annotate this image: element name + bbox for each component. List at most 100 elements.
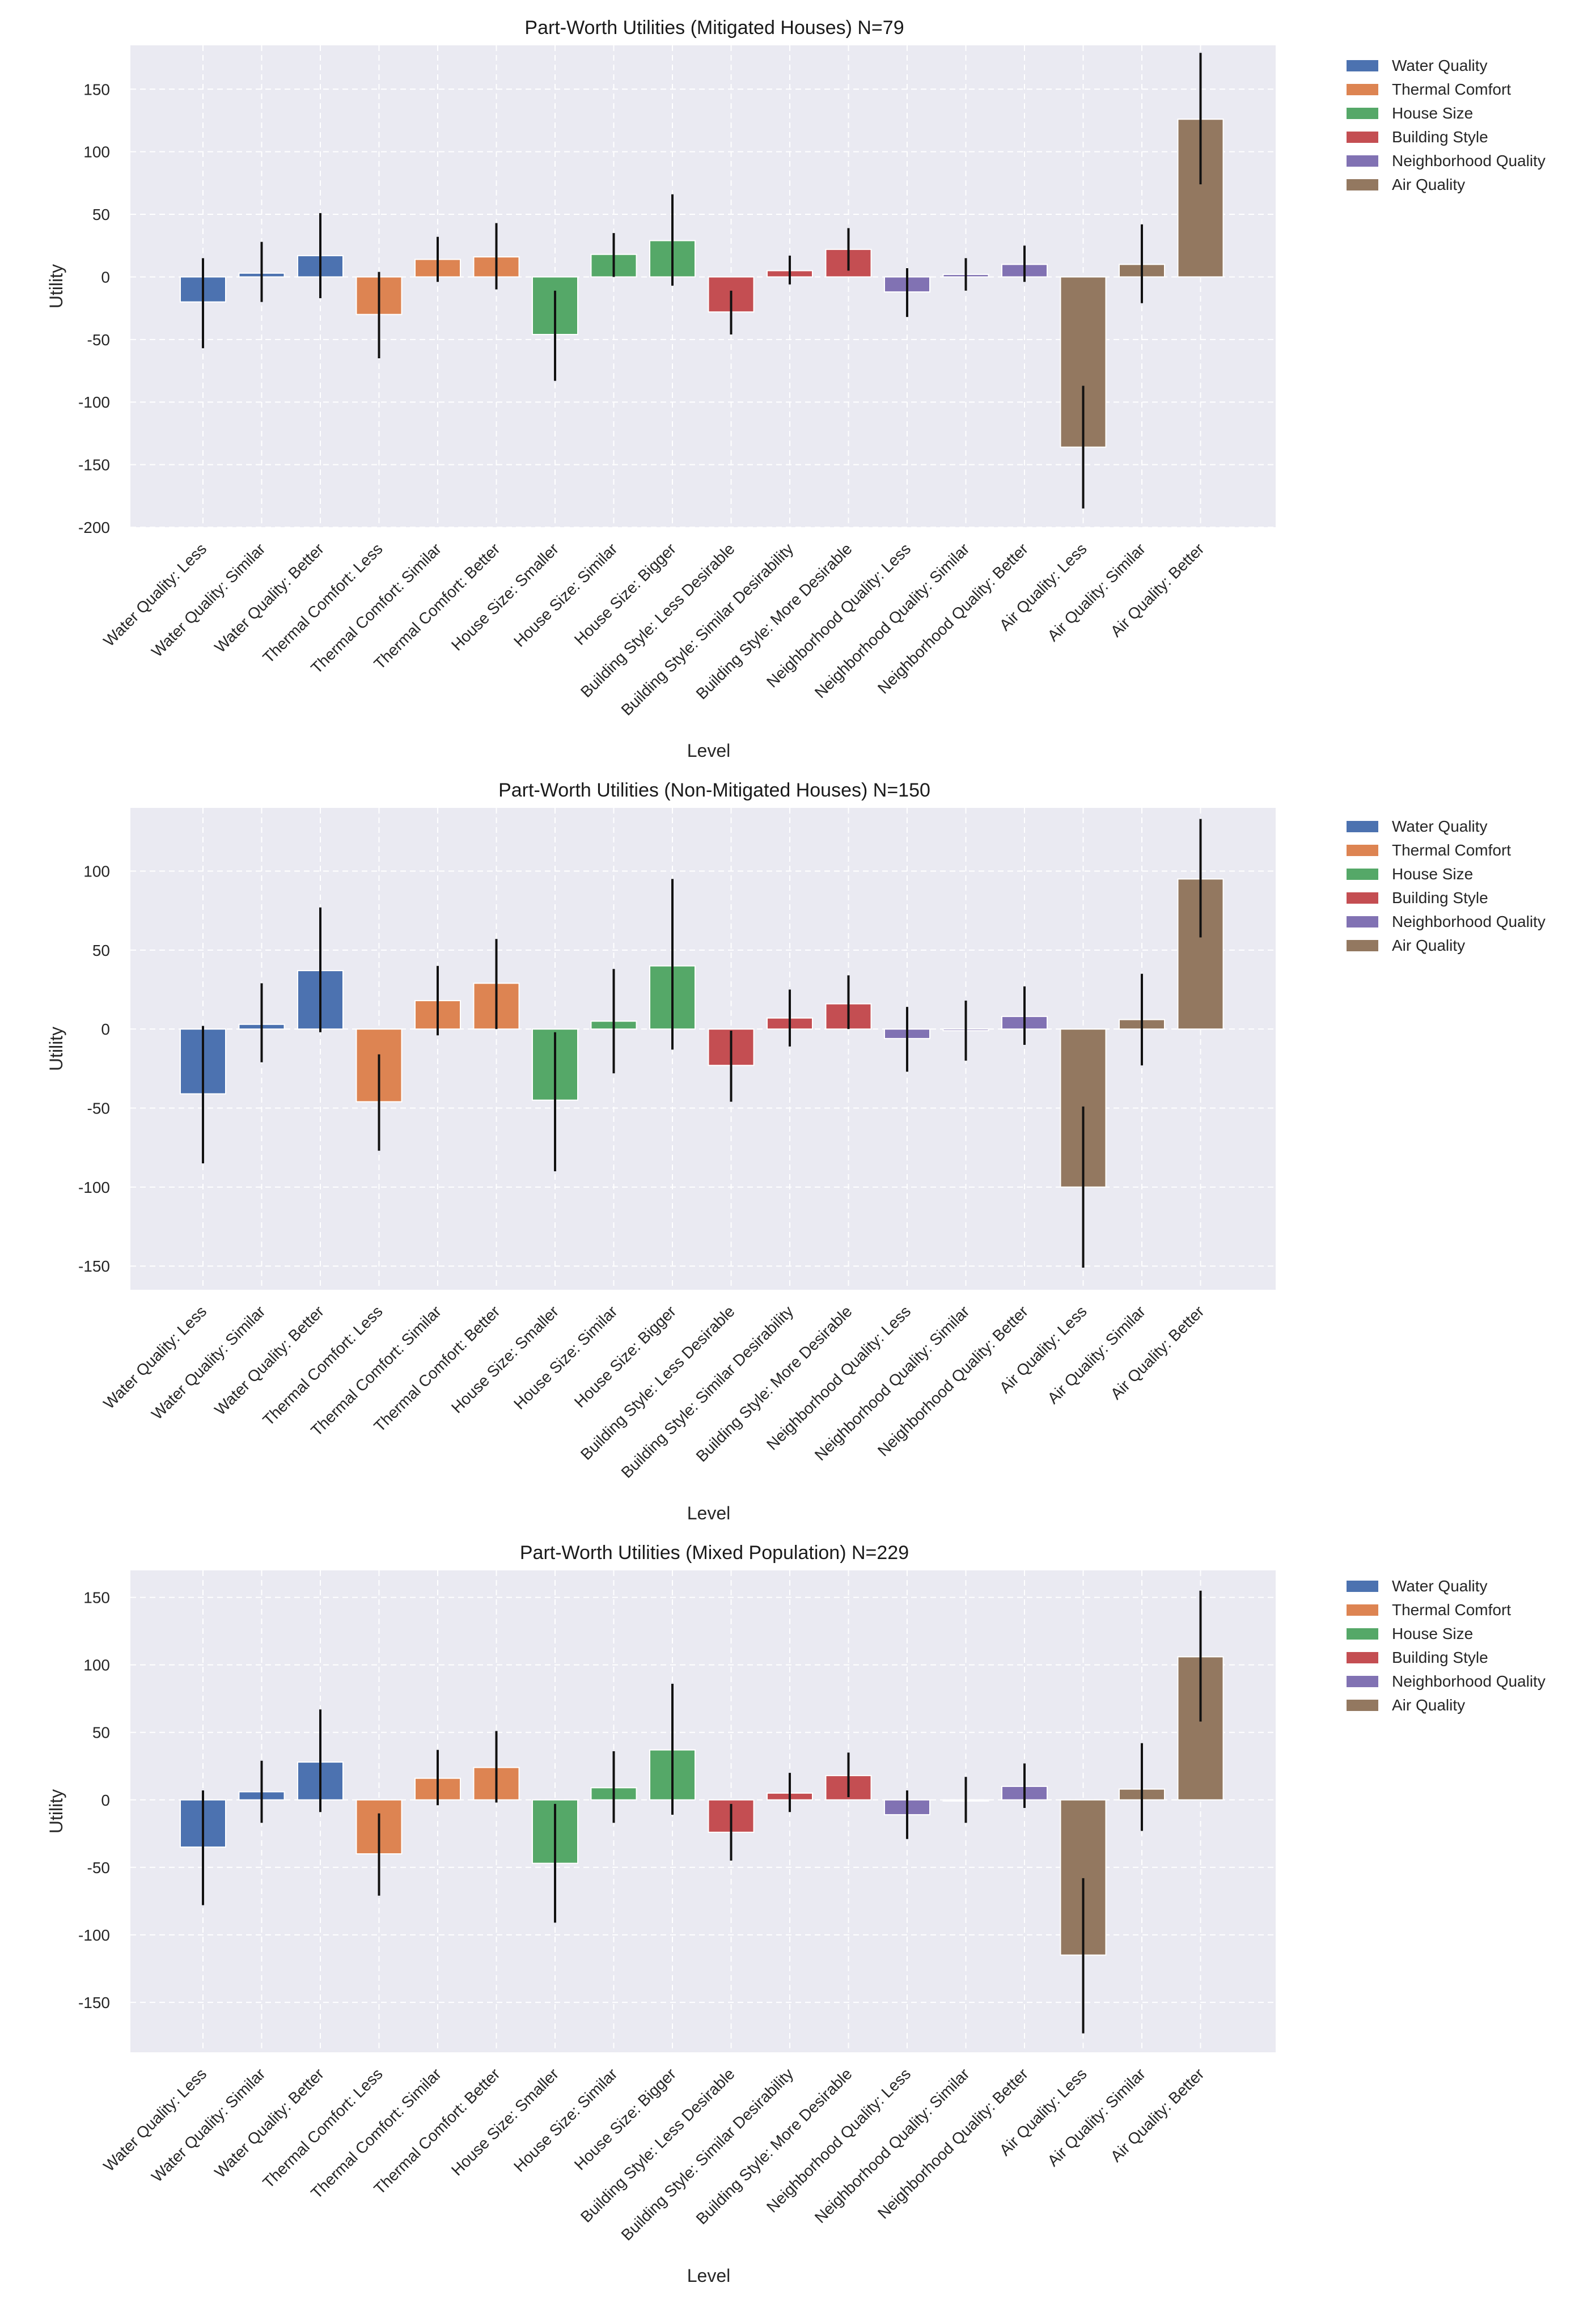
x-axis-label: Level bbox=[687, 740, 731, 761]
y-tick-label: -100 bbox=[78, 1179, 110, 1196]
legend-swatch bbox=[1347, 940, 1378, 951]
chart-title: Part-Worth Utilities (Mixed Population) … bbox=[520, 1542, 909, 1564]
x-tick-label: Water Quality: Less bbox=[100, 2065, 210, 2175]
legend-swatch bbox=[1347, 108, 1378, 119]
legend-swatch bbox=[1347, 155, 1378, 167]
legend-swatch bbox=[1347, 869, 1378, 880]
legend-label: Water Quality bbox=[1392, 818, 1488, 835]
y-tick-label: 50 bbox=[92, 206, 110, 223]
x-tick-label: Water Quality: Better bbox=[211, 540, 327, 656]
x-tick-label: Water Quality: Less bbox=[100, 540, 210, 650]
x-tick-label: Air Quality: Similar bbox=[1044, 540, 1149, 645]
y-tick-label: -150 bbox=[78, 1257, 110, 1275]
y-axis-label: Utility bbox=[46, 264, 66, 308]
legend-label: Neighborhood Quality bbox=[1392, 152, 1546, 170]
legend-swatch bbox=[1347, 1604, 1378, 1616]
y-tick-label: 0 bbox=[101, 1791, 110, 1809]
x-tick-label: Thermal Comfort: Less bbox=[259, 1302, 386, 1429]
y-tick-label: -50 bbox=[87, 331, 110, 349]
chart-title: Part-Worth Utilities (Non-Mitigated Hous… bbox=[498, 780, 930, 801]
x-tick-label: Water Quality: Similar bbox=[148, 540, 269, 660]
legend-label: Thermal Comfort bbox=[1392, 841, 1511, 859]
y-tick-label: -50 bbox=[87, 1100, 110, 1117]
legend-swatch bbox=[1347, 1700, 1378, 1711]
legend-swatch bbox=[1347, 179, 1378, 190]
legend-label: House Size bbox=[1392, 104, 1473, 122]
y-tick-label: 50 bbox=[92, 942, 110, 959]
x-tick-label: Water Quality: Better bbox=[211, 1302, 327, 1418]
legend-swatch bbox=[1347, 1652, 1378, 1663]
legend-swatch bbox=[1347, 1581, 1378, 1592]
legend-swatch bbox=[1347, 845, 1378, 856]
legend-swatch bbox=[1347, 916, 1378, 927]
legend-swatch bbox=[1347, 132, 1378, 143]
y-tick-label: -150 bbox=[78, 456, 110, 474]
y-tick-label: 100 bbox=[83, 862, 110, 880]
legend: Water Quality Thermal Comfort House Size Bu… bbox=[1347, 57, 1546, 193]
chart-panel-1: -200 -150 -100 -50 0 50 100 150 Water Quality: L… bbox=[46, 10, 1546, 761]
legend-label: Building Style bbox=[1392, 128, 1488, 146]
y-tick-label: 0 bbox=[101, 1020, 110, 1038]
chart-title: Part-Worth Utilities (Mitigated Houses) … bbox=[524, 17, 904, 39]
legend-label: Thermal Comfort bbox=[1392, 81, 1511, 98]
legend-swatch bbox=[1347, 1676, 1378, 1687]
y-tick-label: -50 bbox=[87, 1859, 110, 1877]
y-tick-label: 100 bbox=[83, 1657, 110, 1674]
y-tick-label: -200 bbox=[78, 519, 110, 536]
legend-swatch bbox=[1347, 821, 1378, 832]
x-tick-label: Water Quality: Better bbox=[211, 2065, 327, 2181]
x-tick-label: House Size: Smaller bbox=[448, 540, 562, 654]
legend-label: Air Quality bbox=[1392, 176, 1465, 193]
chart-title-box bbox=[465, 10, 964, 45]
x-tick-label: Thermal Comfort: Less bbox=[259, 540, 386, 666]
legend-label: House Size bbox=[1392, 1625, 1473, 1642]
legend-label: Air Quality bbox=[1392, 937, 1465, 954]
y-tick-label: -100 bbox=[78, 1926, 110, 1944]
legend-label: Building Style bbox=[1392, 1649, 1488, 1666]
legend-label: Air Quality bbox=[1392, 1696, 1465, 1714]
x-axis-label: Level bbox=[687, 1503, 731, 1523]
x-tick-label: House Size: Similar bbox=[510, 2065, 621, 2175]
x-tick-label: Air Quality: Similar bbox=[1044, 1302, 1149, 1407]
legend-swatch bbox=[1347, 84, 1378, 95]
y-tick-label: 50 bbox=[92, 1724, 110, 1742]
legend-label: Building Style bbox=[1392, 889, 1488, 907]
x-tick-label: House Size: Bigger bbox=[571, 2065, 679, 2173]
y-tick-label: 150 bbox=[83, 81, 110, 98]
x-tick-label: Water Quality: Similar bbox=[148, 2065, 269, 2186]
x-tick-label: House Size: Similar bbox=[510, 540, 621, 650]
legend-label: Neighborhood Quality bbox=[1392, 1672, 1546, 1690]
legend-label: House Size bbox=[1392, 865, 1473, 883]
y-tick-label: 100 bbox=[83, 143, 110, 161]
legend-swatch bbox=[1347, 60, 1378, 71]
y-tick-label: 0 bbox=[101, 268, 110, 286]
legend-label: Thermal Comfort bbox=[1392, 1601, 1511, 1619]
chart-title-box bbox=[465, 773, 964, 808]
x-axis-label: Level bbox=[687, 2265, 731, 2286]
y-axis-label: Utility bbox=[46, 1789, 66, 1833]
x-tick-label: Air Quality: Similar bbox=[1044, 2065, 1149, 2170]
legend: Water Quality Thermal Comfort House Size Bu… bbox=[1347, 818, 1546, 954]
x-tick-label: Water Quality: Similar bbox=[148, 1302, 269, 1423]
legend-swatch bbox=[1347, 1628, 1378, 1640]
y-tick-label: 150 bbox=[83, 1589, 110, 1607]
legend-swatch bbox=[1347, 892, 1378, 904]
x-tick-label: Thermal Comfort: Less bbox=[259, 2065, 386, 2191]
legend-label: Water Quality bbox=[1392, 57, 1488, 74]
x-tick-label: House Size: Smaller bbox=[448, 1302, 562, 1416]
x-tick-label: House Size: Bigger bbox=[571, 540, 679, 648]
y-tick-label: -150 bbox=[78, 1994, 110, 2011]
y-axis-label: Utility bbox=[46, 1027, 66, 1071]
x-tick-label: House Size: Bigger bbox=[571, 1302, 679, 1411]
x-tick-label: House Size: Similar bbox=[510, 1302, 621, 1413]
x-tick-label: Water Quality: Less bbox=[100, 1302, 210, 1412]
y-tick-label: -100 bbox=[78, 393, 110, 411]
legend-label: Neighborhood Quality bbox=[1392, 913, 1546, 930]
x-tick-label: House Size: Smaller bbox=[448, 2065, 562, 2179]
legend-label: Water Quality bbox=[1392, 1577, 1488, 1595]
chart-title-box bbox=[465, 1535, 964, 1570]
legend: Water Quality Thermal Comfort House Size Bu… bbox=[1347, 1577, 1546, 1714]
